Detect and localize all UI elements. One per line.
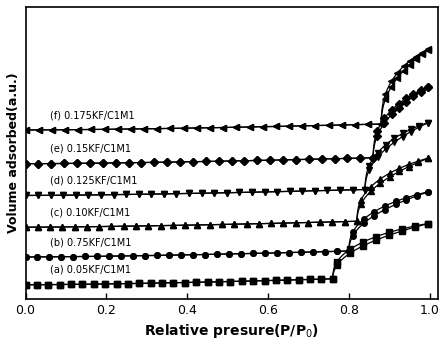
- X-axis label: Relative presure(P/P$_0$): Relative presure(P/P$_0$): [144, 322, 319, 340]
- Y-axis label: Volume adsorbed(a.u.): Volume adsorbed(a.u.): [7, 73, 20, 233]
- Text: (d) 0.125KF/C1M1: (d) 0.125KF/C1M1: [50, 176, 137, 186]
- Text: (a) 0.05KF/C1M1: (a) 0.05KF/C1M1: [50, 265, 131, 275]
- Text: (c) 0.10KF/C1M1: (c) 0.10KF/C1M1: [50, 207, 130, 217]
- Text: (e) 0.15KF/C1M1: (e) 0.15KF/C1M1: [50, 144, 131, 154]
- Text: (b) 0.75KF/C1M1: (b) 0.75KF/C1M1: [50, 237, 131, 247]
- Text: (f) 0.175KF/C1M1: (f) 0.175KF/C1M1: [50, 110, 134, 120]
